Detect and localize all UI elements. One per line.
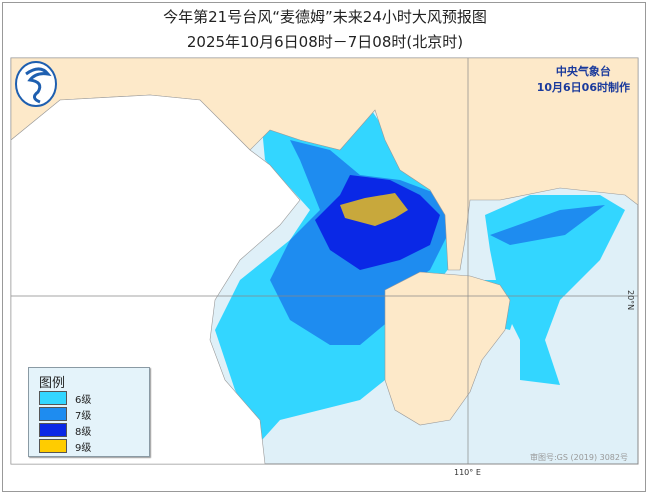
legend-swatch	[39, 439, 67, 453]
legend-title: 图例	[39, 376, 66, 391]
legend-item-level9: 9级	[39, 439, 92, 454]
land-hainan	[384, 271, 511, 426]
legend-item-level6: 6级	[39, 391, 92, 406]
map-frame-outer	[2, 2, 646, 492]
map-title: 今年第21号台风“麦德姆”未来24小时大风预报图	[163, 8, 487, 26]
longitude-label: 110° E	[454, 468, 481, 477]
legend-label: 6级	[75, 394, 92, 406]
cma-logo-icon	[15, 61, 57, 107]
legend-label: 9级	[75, 442, 92, 454]
agency-name: 中央气象台	[555, 65, 611, 78]
legend-swatch	[39, 423, 67, 437]
legend-swatch	[39, 407, 67, 421]
legend-item-level8: 8级	[39, 423, 92, 438]
issue-time: 10月6日06时制作	[536, 81, 630, 94]
wind-zone-level9	[340, 193, 408, 226]
legend-label: 7级	[75, 410, 92, 422]
legend: 图例 6级 7级 8级 9级	[28, 367, 150, 457]
legend-label: 8级	[75, 426, 92, 438]
latitude-label: 20°N	[626, 290, 635, 311]
legend-swatch	[39, 391, 67, 405]
approval-number: 审图号:GS (2019) 3082号	[529, 453, 628, 462]
wind-zone-level7-east	[490, 205, 605, 245]
legend-item-level7: 7级	[39, 407, 92, 422]
map-subtitle: 2025年10月6日08时－7日08时(北京时)	[186, 33, 464, 51]
agency-stamp: 中央气象台 10月6日06时制作	[537, 64, 630, 96]
